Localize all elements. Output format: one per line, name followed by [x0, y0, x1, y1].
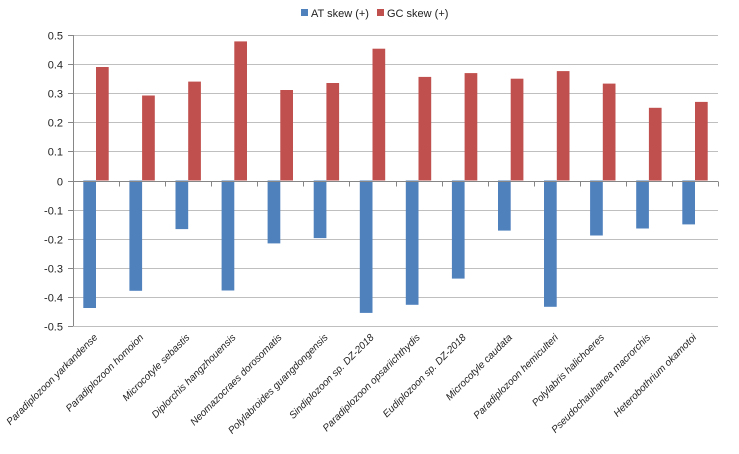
- x-tick-label: Paradiplozoon yarkandense: [5, 332, 101, 428]
- y-tick-label: -0.2: [44, 235, 63, 247]
- legend: AT skew (+) GC skew (+): [301, 8, 448, 20]
- y-tick-label: 0.3: [48, 89, 63, 101]
- bar-gc-skew: [326, 83, 340, 181]
- x-tick-label: Eudiplozoon sp. DZ-2018: [381, 332, 469, 420]
- y-tick-label: 0.1: [48, 147, 63, 159]
- x-axis: [73, 181, 719, 327]
- bar-at-skew: [544, 180, 557, 307]
- bar-gc-skew: [96, 67, 109, 181]
- y-tick-label: 0: [57, 177, 63, 189]
- y-axis: 0.5 0.4 0.3 0.2 0.1 0 -0.1 -0.2 -0.3 -0.4 -0.5: [44, 31, 74, 334]
- bar-gc-skew: [188, 81, 201, 181]
- bar-at-skew: [129, 180, 143, 291]
- legend-swatch-gc-skew: [377, 9, 384, 16]
- bar-at-skew: [359, 180, 373, 313]
- bar-gc-skew: [648, 107, 662, 181]
- y-tick-label: -0.3: [44, 264, 63, 276]
- x-tick-label: Heterobothrium okamotoi: [612, 332, 700, 420]
- y-tick-label: 0.4: [48, 60, 63, 72]
- x-tick-label: Neomazocraes dorosomatis: [189, 332, 285, 428]
- bar-gc-skew: [556, 71, 570, 181]
- legend-label-gc-skew: GC skew (+): [387, 8, 448, 20]
- bar-gc-skew: [142, 95, 155, 181]
- x-tick-label: Paradiplozoon homoion: [64, 332, 146, 414]
- bar-gc-skew: [280, 90, 293, 181]
- y-tick-label: -0.1: [44, 206, 63, 218]
- bar-at-skew: [498, 180, 511, 231]
- x-tick-label: Paradiplozoon hemiculteri: [472, 332, 562, 422]
- y-tick-label: -0.5: [44, 322, 63, 334]
- bar-gc-skew: [234, 41, 247, 181]
- x-tick-label: Paradiplozoon opsariichthydis: [321, 332, 423, 434]
- bar-gc-skew: [418, 76, 432, 181]
- bar-gc-skew: [602, 83, 616, 181]
- legend-label-at-skew: AT skew (+): [311, 8, 369, 20]
- bar-at-skew: [221, 180, 235, 291]
- x-tick-label: Polylabroides guangdongensis: [226, 332, 330, 436]
- legend-swatch-at-skew: [301, 9, 308, 16]
- y-tick-label: 0.2: [48, 118, 63, 130]
- bar-at-skew: [590, 180, 603, 236]
- bar-gc-skew: [464, 73, 478, 181]
- x-tick-label: Pseudochauhanea macrorchis: [550, 332, 653, 435]
- bar-at-skew: [267, 180, 281, 244]
- bar-at-skew: [313, 180, 327, 239]
- bar-at-skew: [451, 180, 465, 279]
- bar-at-skew: [175, 180, 189, 230]
- bar-gc-skew: [510, 78, 524, 181]
- y-tick-label: -0.4: [44, 293, 63, 305]
- y-tick-label: 0.5: [48, 31, 63, 43]
- bar-at-skew: [405, 180, 419, 305]
- bar-gc-skew: [372, 48, 386, 181]
- x-tick-label: Diplorchis hangzhouensis: [150, 332, 238, 420]
- bar-gc-skew: [695, 101, 708, 181]
- bar-at-skew: [83, 180, 96, 308]
- x-tick-label: Sindiplozoon sp. DZ-2018: [287, 332, 376, 421]
- bar-at-skew: [636, 180, 649, 229]
- bars: [83, 41, 708, 313]
- bar-at-skew: [682, 180, 695, 225]
